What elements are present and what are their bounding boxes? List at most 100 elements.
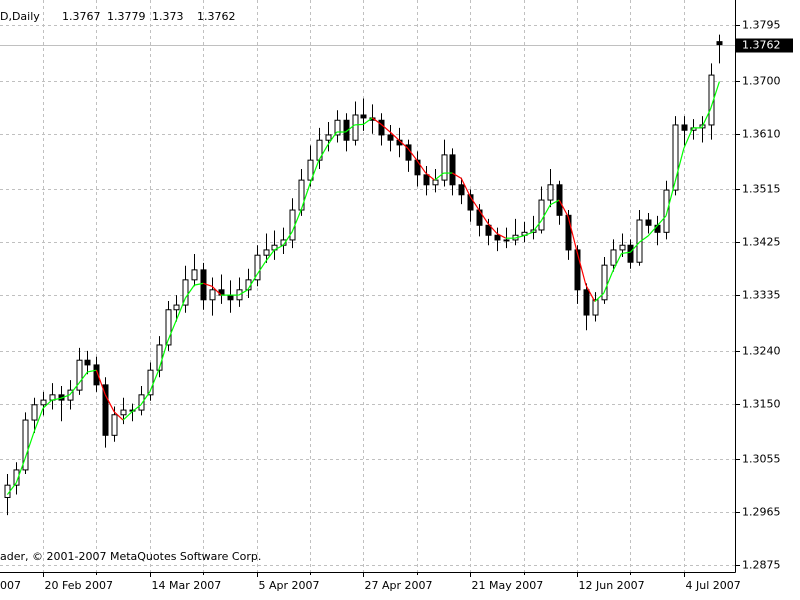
ma-segment (603, 271, 614, 294)
ma-segment (194, 282, 204, 286)
candle-body (84, 359, 91, 366)
ma-segment (425, 172, 435, 181)
x-tick-label: 21 May 2007 (472, 579, 544, 592)
x-tick-label: 12 Jun 2007 (579, 579, 645, 592)
candle-body (458, 184, 465, 196)
ma-segment (496, 232, 507, 239)
ma-segment (60, 394, 70, 399)
ma-segment (354, 123, 364, 126)
ma-segment (291, 209, 302, 232)
candle-body (423, 174, 430, 186)
ma-segment (167, 319, 178, 342)
x-tick-label: 14 Mar 2007 (152, 579, 222, 592)
ma-segment (416, 159, 427, 174)
ma-segment (594, 292, 605, 302)
y-tick-label: 1.3240 (742, 345, 781, 358)
candle-body (485, 224, 492, 236)
candle-body (254, 254, 261, 281)
ma-segment (309, 159, 320, 184)
copyright: ader, © 2001-2007 MetaQuotes Software Co… (0, 550, 261, 563)
ma-segment (78, 371, 88, 385)
ma-segment (487, 223, 498, 234)
ma-segment (33, 408, 44, 432)
x-tick-label: 27 Apr 2007 (365, 579, 433, 592)
candle-body (592, 299, 599, 316)
candle-body (263, 249, 270, 256)
ma-segment (42, 399, 53, 409)
ma-segment (256, 261, 267, 276)
ma-segment (24, 431, 35, 459)
ma-segment (247, 274, 258, 291)
ma-segment (69, 383, 80, 396)
ma-segment (140, 391, 151, 406)
candle-body (449, 154, 456, 186)
ma-segment (149, 369, 160, 393)
candle-body (138, 394, 145, 411)
y-tick-label: 1.3700 (742, 75, 781, 88)
candle-body (636, 219, 643, 263)
header-open: 1.3767 (62, 10, 101, 23)
x-tick-label: 4 Jul 2007 (686, 579, 741, 592)
ma-segment (567, 216, 578, 252)
ma-segment (300, 183, 311, 211)
candle-body (432, 179, 439, 186)
x-tick-label: 20 Feb 2007 (45, 579, 113, 592)
ma-segment (274, 244, 284, 251)
ma-segment (647, 225, 658, 237)
ma-segment (523, 231, 533, 237)
ma-segment (282, 231, 293, 246)
ma-segment (709, 81, 720, 110)
ma-segment (478, 209, 489, 224)
candle-body (467, 194, 474, 211)
y-tick-label: 1.3335 (742, 289, 781, 302)
candle-body (13, 469, 20, 486)
candle-body (441, 154, 448, 181)
ma-segment (175, 297, 186, 320)
candle-body (227, 294, 234, 301)
ma-segment (113, 411, 124, 421)
candle-body (182, 279, 189, 306)
candle-body (40, 399, 47, 406)
ma-segment (585, 284, 596, 302)
candle-body (352, 114, 359, 141)
header-high: 1.3779 (107, 10, 146, 23)
candle-body (681, 124, 688, 131)
ma-segment (238, 289, 249, 296)
candle-body (209, 289, 216, 301)
candle-body (165, 309, 172, 346)
ma-segment (318, 144, 329, 161)
candle-body (610, 249, 617, 266)
ma-segment (6, 482, 17, 495)
candle-body (334, 119, 341, 136)
ma-segment (265, 249, 275, 263)
candle-body (627, 244, 634, 263)
y-tick-label: 1.3055 (742, 453, 781, 466)
ma-segment (674, 148, 685, 183)
ma-segment (629, 241, 640, 253)
candle-body (76, 359, 83, 391)
candle-body (538, 199, 545, 231)
ma-segment (683, 127, 694, 149)
candle-body (387, 134, 394, 141)
ma-segment (638, 235, 649, 243)
candle-body (200, 269, 207, 301)
ma-segment (469, 196, 480, 211)
price-label: 1.3762 (742, 39, 781, 52)
ma-segment (540, 204, 551, 221)
ma-segment (665, 182, 676, 217)
x-tick-label: 007 (0, 579, 21, 592)
candle-body (191, 269, 198, 281)
candle-body (494, 234, 501, 241)
candle-body (93, 364, 100, 386)
y-tick-label: 1.2965 (742, 506, 781, 519)
candle-body (672, 124, 679, 191)
candle-body (325, 134, 332, 141)
header-close: 1.3762 (197, 10, 236, 23)
ma-segment (345, 124, 355, 133)
ma-segment (184, 284, 195, 299)
candle-body (565, 214, 572, 251)
candle-body (619, 244, 626, 251)
candle-body (547, 184, 554, 201)
